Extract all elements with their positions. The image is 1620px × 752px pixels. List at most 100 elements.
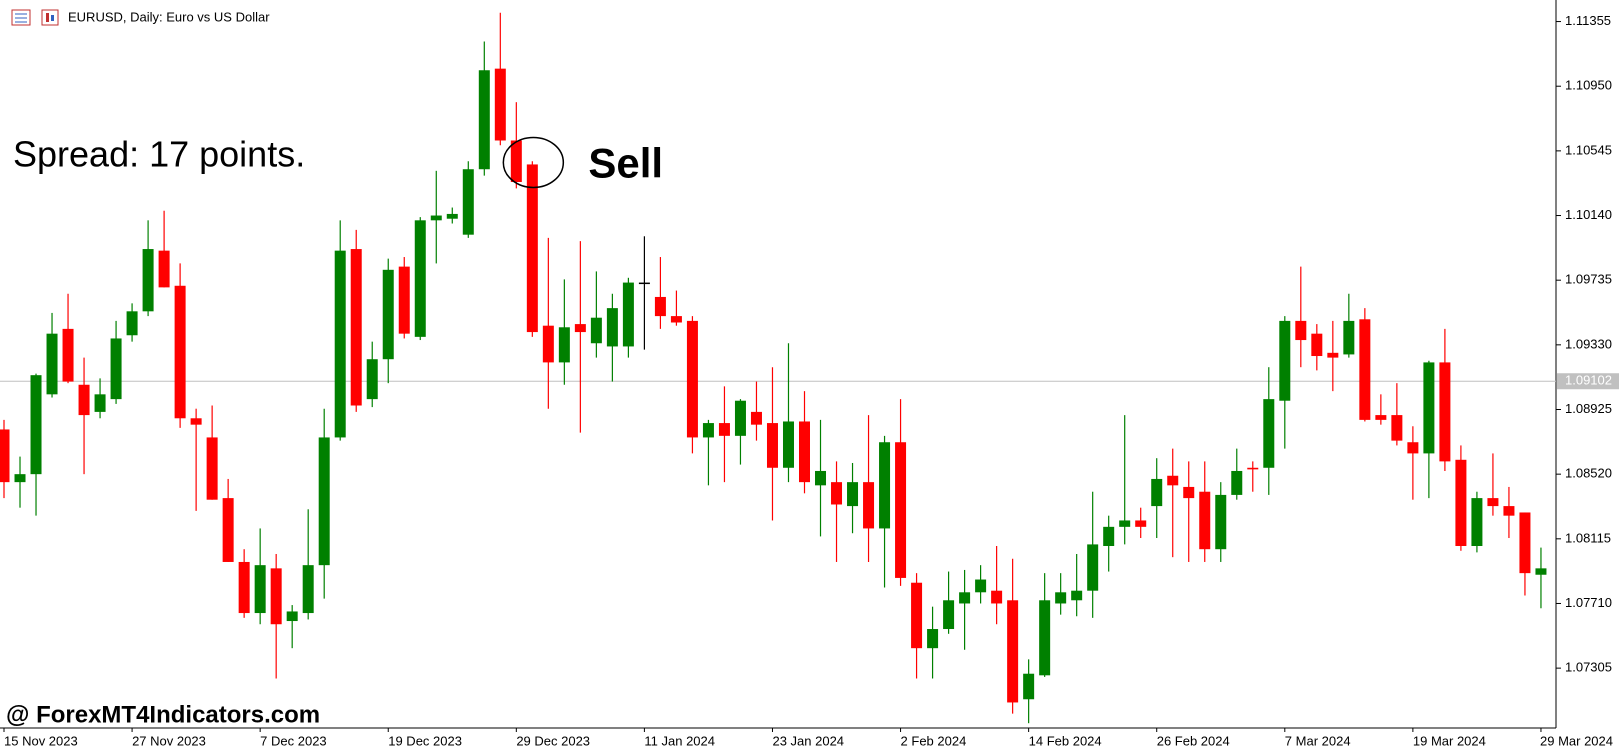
candle-body	[494, 68, 506, 141]
icon	[41, 9, 59, 26]
candle-body	[1423, 362, 1435, 454]
x-tick-label: 29 Mar 2024	[1540, 733, 1613, 748]
candle-body	[702, 423, 714, 438]
candle-body	[1247, 467, 1259, 470]
y-tick-label: 1.10140	[1565, 207, 1612, 222]
candle-body	[1119, 520, 1131, 527]
candle-body	[110, 338, 122, 400]
candle-body	[1535, 568, 1547, 575]
candle-body	[654, 296, 666, 317]
candle-body	[1327, 352, 1339, 358]
candle-body	[1519, 512, 1531, 574]
candle-body	[190, 418, 202, 425]
candle-body	[0, 429, 10, 483]
x-tick-label: 15 Nov 2023	[4, 733, 78, 748]
candle-body	[927, 629, 939, 649]
candle-body	[126, 311, 138, 336]
candle-body	[142, 249, 154, 312]
candle-body	[734, 400, 746, 436]
candle-body	[1343, 320, 1355, 355]
spread-annotation: Spread: 17 points.	[13, 134, 305, 175]
y-tick-label: 1.10545	[1565, 142, 1612, 157]
x-tick-label: 23 Jan 2024	[772, 733, 844, 748]
candle-body	[1311, 333, 1323, 357]
candle-body	[270, 568, 282, 625]
x-tick-label: 7 Dec 2023	[260, 733, 327, 748]
current-price-box	[1557, 373, 1619, 390]
candle-body	[911, 582, 923, 649]
candle-body	[975, 579, 987, 593]
candle-body	[238, 561, 250, 614]
candle-body	[1135, 520, 1147, 527]
y-tick-label: 1.11355	[1565, 13, 1611, 28]
x-tick-label: 27 Nov 2023	[132, 733, 206, 748]
candle-body	[1231, 470, 1243, 495]
candle-body	[895, 442, 907, 578]
candle-body	[510, 140, 522, 182]
candle-body	[1215, 494, 1227, 550]
y-tick-label: 1.08925	[1565, 401, 1612, 416]
candle-body	[366, 359, 378, 400]
candle-body	[94, 394, 106, 412]
candle-body	[1103, 526, 1115, 546]
candle-body	[286, 611, 298, 622]
x-tick-label: 11 Jan 2024	[644, 733, 715, 748]
candle-body	[398, 266, 410, 334]
candle-body	[1199, 491, 1211, 550]
candle-body	[1455, 459, 1467, 546]
candle-body	[959, 592, 971, 604]
candle-body	[1151, 478, 1163, 507]
candle-body	[1183, 486, 1195, 499]
candle-body	[1375, 415, 1387, 420]
icon-bar	[46, 13, 49, 22]
x-tick-label: 29 Dec 2023	[516, 733, 590, 748]
candle-body	[14, 474, 26, 483]
x-tick-label: 26 Feb 2024	[1157, 733, 1230, 748]
candle-body	[174, 285, 186, 419]
candle-body	[478, 70, 490, 170]
y-tick-label: 1.07710	[1565, 595, 1612, 610]
candle-body	[879, 442, 891, 529]
current-price-label: 1.09102	[1565, 373, 1612, 388]
candle-body	[78, 384, 90, 416]
candle-body	[318, 437, 330, 566]
candle-body	[1487, 498, 1499, 507]
candle-body	[1439, 362, 1451, 462]
y-tick-label: 1.08115	[1565, 530, 1611, 545]
window-icons	[11, 9, 59, 26]
candle-body	[590, 317, 602, 344]
candle-body	[991, 590, 1003, 604]
candle-body	[1087, 544, 1099, 591]
candle-body	[254, 565, 266, 614]
candle-body	[558, 327, 570, 363]
candle-body	[766, 423, 778, 468]
candle-body	[1263, 399, 1275, 468]
candle-body	[158, 250, 170, 288]
candle-body	[62, 328, 74, 382]
candle-body	[718, 423, 730, 436]
y-tick-label: 1.08520	[1565, 466, 1612, 481]
candle-body	[686, 320, 698, 438]
candle-body	[1295, 320, 1307, 341]
candle-body	[430, 215, 442, 221]
candle-body	[30, 375, 42, 475]
candle-body	[446, 213, 458, 219]
x-tick-label: 19 Dec 2023	[388, 733, 462, 748]
candle-body	[1055, 592, 1067, 604]
candle-body	[462, 169, 474, 235]
candle-body	[943, 600, 955, 630]
candle-body	[334, 250, 346, 438]
candle-body	[350, 249, 362, 406]
candle-body	[46, 333, 58, 395]
candle-body	[1359, 319, 1371, 420]
candle-body	[542, 325, 554, 363]
candle-body	[1391, 415, 1403, 441]
icon-bar	[51, 15, 54, 21]
candle-body	[1407, 442, 1419, 454]
candle-body	[863, 482, 875, 529]
candle-body	[1007, 600, 1019, 703]
candle-body	[1471, 498, 1483, 546]
candle-body	[815, 470, 827, 486]
